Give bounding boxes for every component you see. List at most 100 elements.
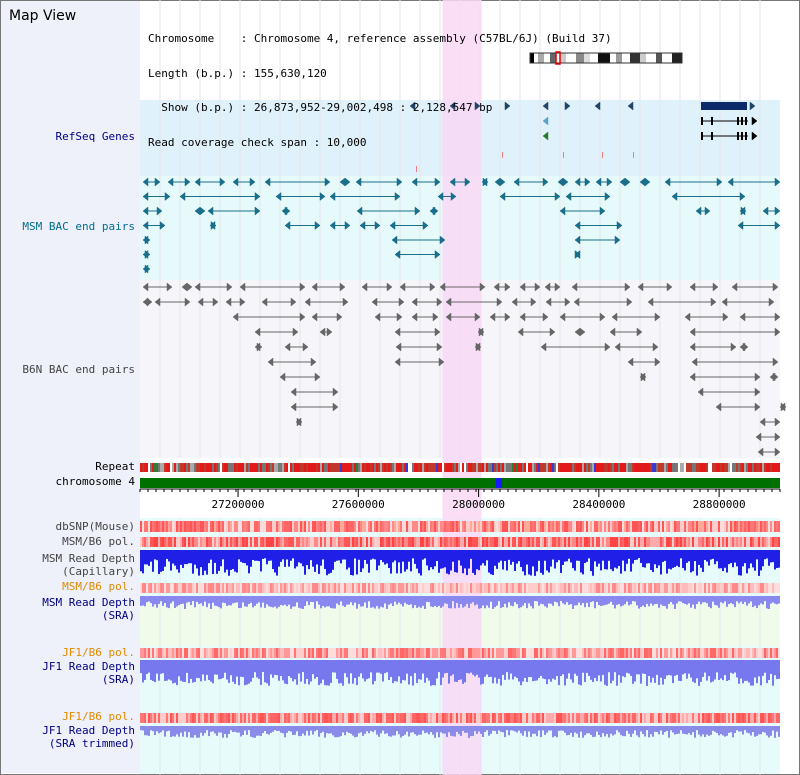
jf1-depth-sra-bar	[284, 660, 286, 684]
feature-arrow	[774, 432, 781, 442]
msm-depth-sra-bar	[636, 596, 638, 606]
jf1-b6-pol2-segment	[646, 713, 648, 723]
jf1-depth-sra-bar	[382, 660, 384, 682]
jf1-depth-sra-bar	[198, 660, 200, 679]
track-label-jf1-b6-pol-1[interactable]: JF1/B6 pol.	[62, 646, 135, 659]
feature-arrow	[239, 297, 246, 307]
track-label-b6n-bac[interactable]: B6N BAC end pairs	[22, 363, 135, 376]
jf1-depth-trimmed-bar	[606, 726, 608, 735]
msm-depth-capillary-bar	[544, 550, 546, 561]
jf1-b6-pol-segment	[488, 648, 490, 658]
jf1-b6-pol-segment	[478, 648, 480, 658]
track-label-jf1-depth-trimmed[interactable]: JF1 Read Depth	[42, 724, 135, 737]
jf1-depth-sra-bar	[300, 660, 302, 682]
jf1-depth-trimmed-bar	[740, 726, 742, 732]
msm-b6-pol-segment	[236, 537, 238, 547]
track-label-dbsnp[interactable]: dbSNP(Mouse)	[55, 520, 135, 533]
msm-b6-pol-segment	[726, 537, 728, 547]
msm-b6-pol-segment	[442, 537, 444, 547]
msm-depth-capillary-bar	[394, 550, 396, 561]
msm-depth-capillary-bar	[496, 550, 498, 569]
msm-depth-sra-bar	[392, 596, 394, 607]
repeat-segment	[756, 463, 758, 472]
jf1-depth-sra-bar	[568, 660, 570, 674]
msm-b6-pol-segment	[388, 537, 390, 547]
jf1-depth-trimmed-bar	[358, 726, 360, 734]
jf1-depth-trimmed-bar	[370, 726, 372, 731]
feature-arrow	[774, 220, 781, 231]
msm-b6-pol-segment	[586, 537, 588, 547]
jf1-b6-pol-segment	[718, 648, 720, 658]
msm-b6-pol-segment	[260, 537, 262, 547]
msm-b6-pol2-segment	[768, 583, 770, 593]
repeat-segment	[640, 463, 642, 472]
jf1-depth-trimmed-bar	[206, 726, 208, 731]
track-label-msm-bac[interactable]: MSM BAC end pairs	[22, 220, 135, 233]
feature-arrow	[759, 417, 766, 427]
track-label-msm-depth-sra[interactable]: MSM Read Depth	[42, 596, 135, 609]
msm-depth-capillary-bar	[580, 550, 582, 573]
jf1-b6-pol-segment	[326, 648, 328, 658]
jf1-depth-trimmed-bar	[340, 726, 342, 737]
track-label-msm-b6-pol-1[interactable]: MSM/B6 pol.	[62, 535, 135, 548]
repeat-segment	[206, 463, 208, 472]
msm-depth-sra-bar	[142, 596, 144, 606]
jf1-b6-pol2-segment	[146, 713, 148, 723]
jf1-depth-trimmed-bar	[764, 726, 766, 733]
msm-depth-capillary-bar	[332, 550, 334, 570]
msm-b6-pol-segment	[532, 537, 534, 547]
msm-depth-sra-bar	[684, 596, 686, 604]
feature-arrow	[326, 327, 333, 337]
jf1-depth-trimmed-bar	[146, 726, 148, 736]
repeat-segment	[544, 463, 546, 472]
repeat-segment	[146, 463, 148, 472]
repeat-segment	[328, 463, 330, 472]
dbsnp-segment	[674, 521, 676, 532]
jf1-b6-pol-segment	[498, 648, 500, 658]
jf1-b6-pol-segment	[668, 648, 670, 658]
msm-b6-pol2-segment	[616, 583, 618, 593]
jf1-depth-sra-bar	[312, 660, 314, 675]
jf1-depth-trimmed-bar	[708, 726, 710, 736]
msm-b6-pol-segment	[572, 537, 574, 547]
jf1-depth-sra-bar	[400, 660, 402, 684]
jf1-b6-pol-segment	[318, 648, 320, 658]
msm-b6-pol-segment	[402, 537, 404, 547]
msm-b6-pol-segment	[696, 537, 698, 547]
msm-depth-sra-bar	[202, 596, 204, 606]
msm-b6-pol2-segment	[254, 583, 256, 593]
repeat-segment	[392, 463, 394, 472]
msm-b6-pol-segment	[646, 537, 648, 547]
msm-depth-capillary-bar	[574, 550, 576, 571]
jf1-depth-sra-bar	[660, 660, 662, 678]
track-label-jf1-depth-sra[interactable]: JF1 Read Depth	[42, 660, 135, 673]
feature-arrow	[754, 402, 761, 412]
dbsnp-segment	[502, 521, 504, 532]
track-label-msm-b6-pol-2[interactable]: MSM/B6 pol.	[62, 580, 135, 593]
msm-depth-sra-bar	[332, 596, 334, 609]
jf1-b6-pol-segment	[418, 648, 420, 658]
jf1-b6-pol-segment	[612, 648, 614, 658]
track-label-refseq-genes[interactable]: RefSeq Genes	[55, 130, 135, 143]
jf1-b6-pol2-segment	[768, 713, 770, 723]
msm-depth-capillary-bar	[368, 550, 370, 573]
dbsnp-segment	[496, 521, 498, 532]
dbsnp-segment	[228, 521, 230, 532]
jf1-b6-pol2-segment	[368, 713, 370, 723]
track-label-jf1-b6-pol-2[interactable]: JF1/B6 pol.	[62, 710, 135, 723]
jf1-b6-pol-segment	[170, 648, 172, 658]
jf1-depth-sra-bar	[462, 660, 464, 684]
refseq-gene-block	[701, 102, 747, 110]
repeat-segment	[344, 463, 346, 472]
track-label-msm-depth-capillary[interactable]: MSM Read Depth	[42, 552, 135, 565]
jf1-depth-sra-bar	[774, 660, 776, 676]
jf1-depth-sra-bar	[694, 660, 696, 683]
msm-b6-pol2-segment	[450, 583, 452, 593]
jf1-depth-trimmed-bar	[292, 726, 294, 735]
msm-b6-pol2-segment	[352, 583, 354, 593]
jf1-b6-pol2-segment	[590, 713, 592, 723]
feature-arrow	[184, 177, 191, 187]
dbsnp-segment	[462, 521, 464, 532]
feature-arrow	[574, 235, 581, 245]
